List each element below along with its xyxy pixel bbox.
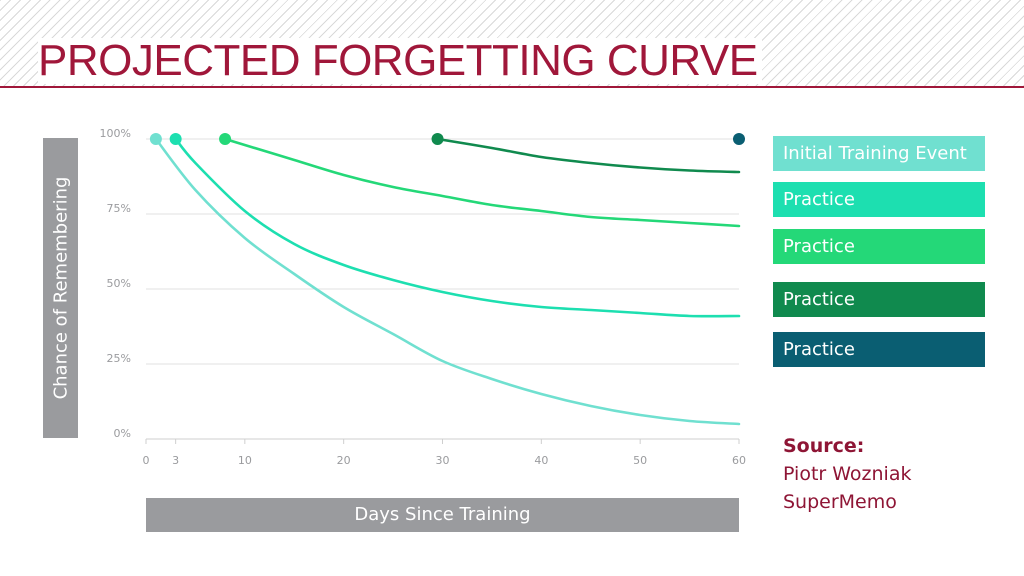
series-line-0 bbox=[154, 137, 741, 426]
source-line-publication: SuperMemo bbox=[783, 491, 897, 513]
legend-item-initial-training: Initial Training Event bbox=[773, 136, 985, 171]
point-layer bbox=[149, 133, 745, 145]
series-line-2 bbox=[223, 137, 741, 228]
x-axis-label: Days Since Training bbox=[146, 498, 739, 532]
page-title: PROJECTED FORGETTING CURVE bbox=[38, 38, 762, 84]
series-start-point-4 bbox=[733, 133, 745, 145]
x-tick-label-50: 50 bbox=[633, 454, 647, 467]
y-axis-label-box: Chance of Remembering bbox=[43, 138, 78, 438]
x-tick-label-40: 40 bbox=[534, 454, 548, 467]
grid-layer bbox=[146, 138, 739, 365]
y-tick-label-25: 25% bbox=[107, 352, 131, 365]
y-tick-label-75: 75% bbox=[107, 202, 131, 215]
y-tick-label-50: 50% bbox=[107, 277, 131, 290]
series-line-1 bbox=[174, 137, 741, 318]
y-tick-label-0: 0% bbox=[114, 427, 131, 440]
legend-item-practice-2: Practice bbox=[773, 229, 985, 264]
x-tick-label-3: 3 bbox=[172, 454, 179, 467]
series-start-point-1 bbox=[169, 133, 182, 145]
x-tick-label-30: 30 bbox=[436, 454, 450, 467]
header-rule bbox=[0, 86, 1024, 88]
series-start-point-3 bbox=[431, 133, 444, 145]
series-start-point-0 bbox=[149, 133, 162, 145]
y-tick-label-100: 100% bbox=[100, 127, 131, 140]
legend-item-practice-4: Practice bbox=[773, 332, 985, 367]
series-start-point-2 bbox=[219, 133, 232, 145]
source-block: Source: Piotr Wozniak SuperMemo bbox=[783, 432, 911, 516]
axis-layer: 0% 25% 50% 75% 100% 0 3 10 20 30 40 50 60 bbox=[100, 127, 746, 467]
source-heading: Source: bbox=[783, 435, 865, 457]
series-layer bbox=[154, 137, 741, 426]
x-tick-label-60: 60 bbox=[732, 454, 746, 467]
legend-item-practice-1: Practice bbox=[773, 182, 985, 217]
x-tick-label-10: 10 bbox=[238, 454, 252, 467]
series-line-3 bbox=[436, 137, 741, 174]
x-tick-label-20: 20 bbox=[337, 454, 351, 467]
legend-item-practice-3: Practice bbox=[773, 282, 985, 317]
x-tick-label-0: 0 bbox=[143, 454, 150, 467]
source-line-author: Piotr Wozniak bbox=[783, 463, 912, 485]
